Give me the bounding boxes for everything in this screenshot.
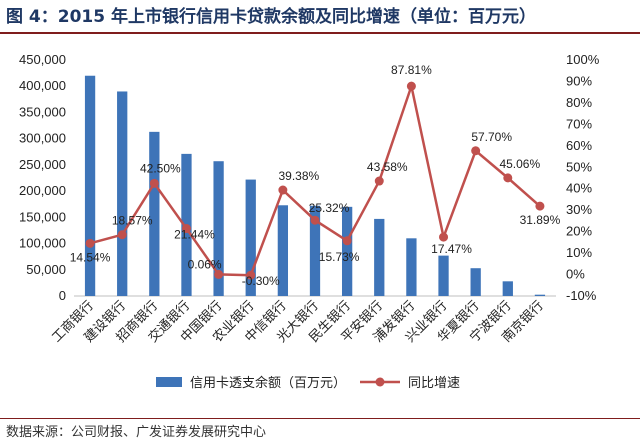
- data-label: -0.30%: [242, 274, 280, 288]
- data-label: 15.73%: [319, 250, 360, 264]
- y-left-tick-label: 100,000: [19, 236, 66, 251]
- growth-point: [374, 176, 384, 186]
- data-label: 0.06%: [188, 257, 222, 271]
- bar: [406, 238, 417, 296]
- bar: [534, 294, 546, 296]
- y-left-tick-label: 300,000: [19, 131, 66, 146]
- legend-bar-swatch: [156, 377, 182, 387]
- data-label: 57.70%: [471, 130, 512, 144]
- y-right-tick-label: 80%: [566, 95, 592, 110]
- data-label: 42.50%: [140, 161, 181, 175]
- bar: [438, 255, 449, 296]
- data-label: 31.89%: [520, 213, 561, 227]
- y-left-tick-label: 350,000: [19, 104, 66, 119]
- y-left-tick-label: 50,000: [26, 262, 66, 277]
- growth-point: [439, 232, 449, 242]
- bar: [502, 281, 513, 296]
- growth-point: [535, 201, 545, 211]
- legend-line-label: 同比增速: [408, 376, 460, 391]
- bar: [213, 161, 224, 296]
- bar: [277, 205, 289, 296]
- y-left-tick-label: 200,000: [19, 183, 66, 198]
- growth-point: [149, 178, 159, 188]
- bar: [309, 205, 321, 296]
- y-left-tick-label: 150,000: [19, 209, 66, 224]
- y-right-tick-label: 60%: [566, 138, 592, 153]
- source-note: 数据来源：公司财报、广发证券发展研究中心: [6, 425, 267, 440]
- growth-point: [214, 269, 224, 279]
- y-right-tick-label: 40%: [566, 181, 592, 196]
- bar: [84, 75, 96, 296]
- title-divider: [0, 32, 640, 34]
- data-label: 43.58%: [367, 160, 408, 174]
- growth-point: [117, 230, 127, 240]
- growth-point: [181, 224, 191, 234]
- y-right-tick-label: 30%: [566, 202, 592, 217]
- data-label: 45.06%: [499, 157, 540, 171]
- data-label: 14.54%: [70, 250, 111, 264]
- bar: [470, 268, 481, 296]
- bar: [374, 218, 385, 296]
- y-right-tick-label: 70%: [566, 116, 592, 131]
- y-right-tick-label: 10%: [566, 245, 592, 260]
- legend-line-marker: [375, 377, 385, 387]
- growth-point: [471, 146, 481, 156]
- data-label: 87.81%: [391, 63, 432, 77]
- y-left-tick-label: 400,000: [19, 78, 66, 93]
- data-label: 39.38%: [279, 169, 320, 183]
- bar: [245, 179, 256, 296]
- bar: [149, 131, 160, 296]
- growth-point: [503, 173, 513, 183]
- y-right-tick-label: 50%: [566, 159, 592, 174]
- growth-point: [406, 81, 416, 91]
- y-right-tick-label: 20%: [566, 224, 592, 239]
- y-right-tick-label: 0%: [566, 267, 585, 282]
- data-label: 21.44%: [174, 228, 215, 242]
- data-label: 17.47%: [431, 242, 472, 256]
- data-label: 25.32%: [309, 201, 350, 215]
- source-divider: [0, 418, 640, 419]
- data-label: 18.57%: [112, 214, 153, 228]
- y-right-tick-label: 90%: [566, 73, 592, 88]
- y-left-tick-label: 250,000: [19, 157, 66, 172]
- chart: 0 50,000 100,000 150,000 200,000 250,000 300,0…: [19, 52, 600, 391]
- growth-point: [278, 185, 288, 195]
- chart-title: 图 4：2015 年上市银行信用卡贷款余额及同比增速（单位：百万元）: [6, 7, 536, 27]
- bar: [341, 206, 353, 296]
- y-left-tick-label: 450,000: [19, 52, 66, 67]
- y-right-tick-label: 100%: [566, 52, 600, 67]
- growth-point: [310, 215, 320, 225]
- bar: [117, 91, 128, 296]
- legend-bar-label: 信用卡透支余额（百万元）: [190, 375, 346, 391]
- growth-point: [85, 238, 95, 248]
- y-left-tick-label: 0: [59, 288, 66, 303]
- growth-point: [342, 236, 352, 246]
- y-right-tick-label: -10%: [566, 288, 597, 303]
- growth-point: [246, 270, 256, 280]
